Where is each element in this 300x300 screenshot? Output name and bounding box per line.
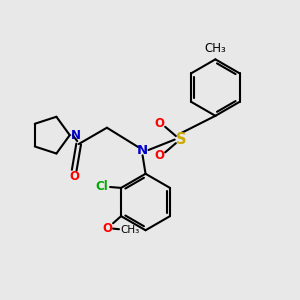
Text: O: O xyxy=(155,117,165,130)
Text: O: O xyxy=(155,149,165,162)
Text: N: N xyxy=(71,129,81,142)
Text: S: S xyxy=(176,132,187,147)
Text: O: O xyxy=(69,170,79,183)
Text: N: N xyxy=(137,143,148,157)
Text: O: O xyxy=(103,222,113,235)
Text: CH₃: CH₃ xyxy=(205,42,226,55)
Text: CH₃: CH₃ xyxy=(120,225,140,235)
Text: Cl: Cl xyxy=(95,180,108,193)
